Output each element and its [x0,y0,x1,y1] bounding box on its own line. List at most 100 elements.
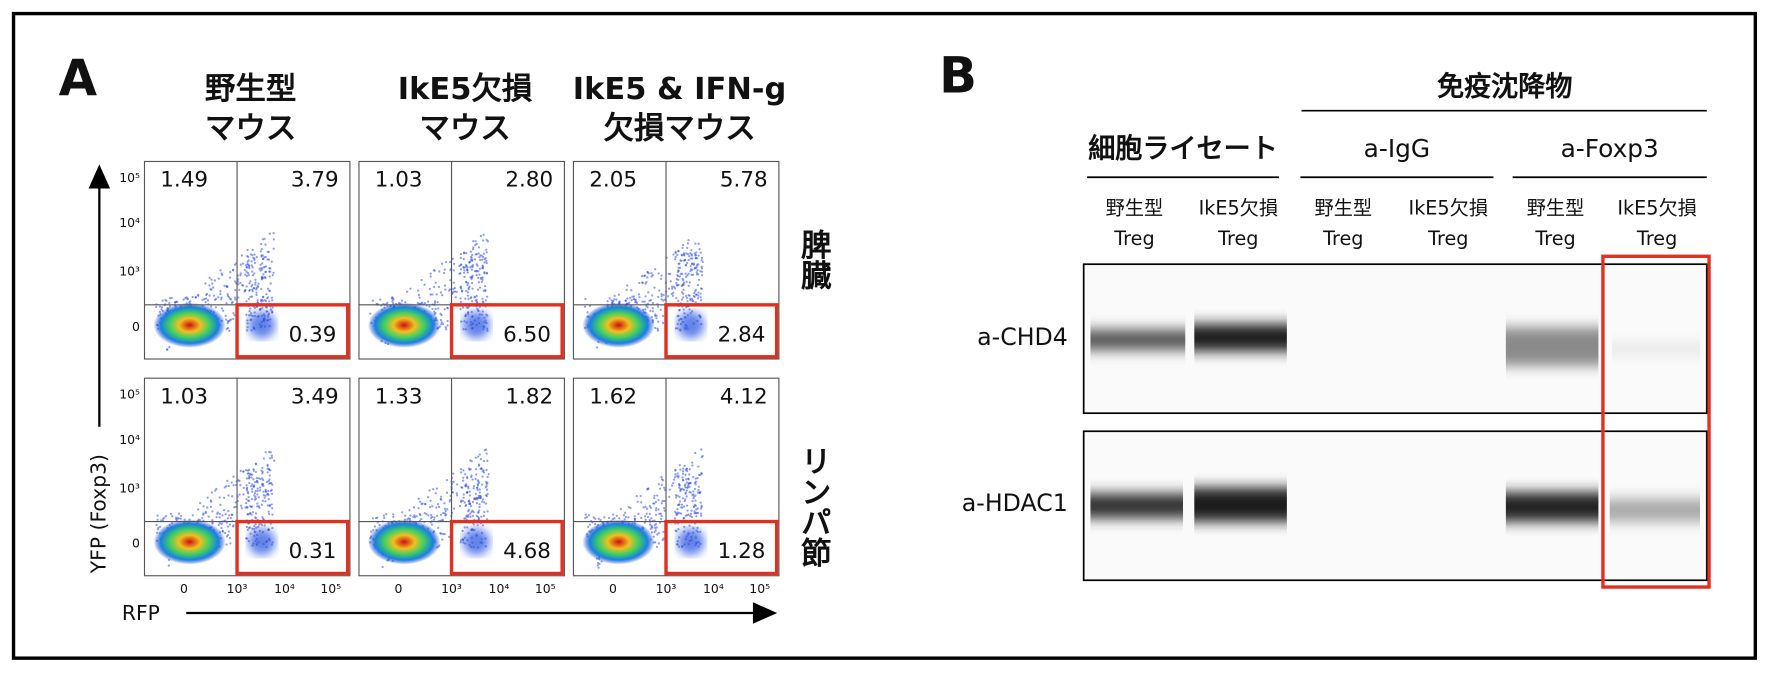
event-dot [654,326,657,330]
quadrant-value: 5.78 [720,168,768,193]
event-dot [682,308,685,311]
event-dot [460,287,463,290]
event-dot [481,524,485,527]
event-dot [260,503,263,507]
event-dot [674,255,677,259]
event-dot [213,279,217,282]
event-dot [699,514,703,517]
event-dot [657,542,661,545]
y-tick-label: 0 [132,319,140,334]
event-dot [459,468,463,471]
event-dot [626,284,629,287]
event-dot [215,515,218,519]
event-dot [253,261,256,265]
event-dot [250,264,253,267]
event-dot [618,300,621,303]
event-dot [650,517,653,520]
event-dot [466,269,469,272]
event-dot [251,274,255,277]
event-dot [667,272,670,276]
event-dot [248,474,251,478]
event-dot [469,505,473,508]
event-dot [693,487,697,491]
event-dot [459,541,462,544]
event-dot [684,272,687,275]
event-dot [254,278,257,281]
event-dot [430,523,434,526]
event-dot [266,489,270,493]
event-dot [478,509,481,512]
event-dot [232,484,235,487]
event-dot [654,529,657,532]
event-dot [241,284,245,287]
event-dot [613,298,616,301]
event-dot [438,270,441,273]
event-dot [693,295,696,298]
event-dot [652,496,656,500]
event-dot [267,510,270,513]
event-dot [617,293,620,296]
event-dot [696,512,700,515]
event-dot [646,515,650,519]
event-dot [417,507,420,510]
event-dot [480,500,484,503]
event-dot [445,478,449,482]
event-dot [663,486,666,489]
event-dot [687,258,690,262]
event-dot [256,481,259,484]
event-dot [254,463,258,466]
event-dot [688,524,691,527]
event-dot [471,274,474,277]
event-dot [689,257,692,260]
event-dot [484,284,487,288]
event-dot [680,284,683,287]
event-dot [663,509,666,512]
event-dot [261,516,264,519]
event-dot [690,509,693,512]
event-dot [649,506,653,509]
event-dot [477,464,481,467]
event-dot [625,288,628,291]
event-dot [479,494,482,498]
event-dot [229,517,232,520]
event-dot [473,269,477,273]
event-dot [461,306,465,309]
event-dot [227,509,230,513]
event-dot [607,516,611,520]
event-dot [259,269,262,272]
event-dot [226,533,230,537]
panel-label: B [939,47,977,105]
event-dot [435,487,439,490]
event-dot [687,482,690,485]
event-dot [222,509,226,512]
event-dot [265,306,269,309]
event-dot [260,469,263,472]
event-dot [227,296,231,299]
event-dot [156,518,159,521]
event-dot [158,305,162,308]
axis-title: YFP (Foxp3) [86,454,110,574]
event-dot [700,274,704,277]
event-dot [475,242,478,246]
event-dot [694,483,697,486]
event-dot [688,473,691,476]
event-dot [254,517,258,520]
event-dot [660,475,663,479]
event-dot [460,499,463,502]
event-dot [486,459,489,462]
event-dot [439,291,443,294]
density-core [582,302,655,348]
event-dot [674,496,678,499]
event-dot [691,297,694,301]
event-dot [446,306,449,309]
event-dot [253,311,256,314]
event-dot [463,275,466,279]
event-dot [474,240,477,243]
event-dot [253,527,256,531]
highlight-box [664,519,779,576]
event-dot [694,290,697,293]
event-dot [270,456,274,459]
event-dot [444,509,447,513]
event-dot [452,281,455,284]
event-dot [443,268,446,271]
